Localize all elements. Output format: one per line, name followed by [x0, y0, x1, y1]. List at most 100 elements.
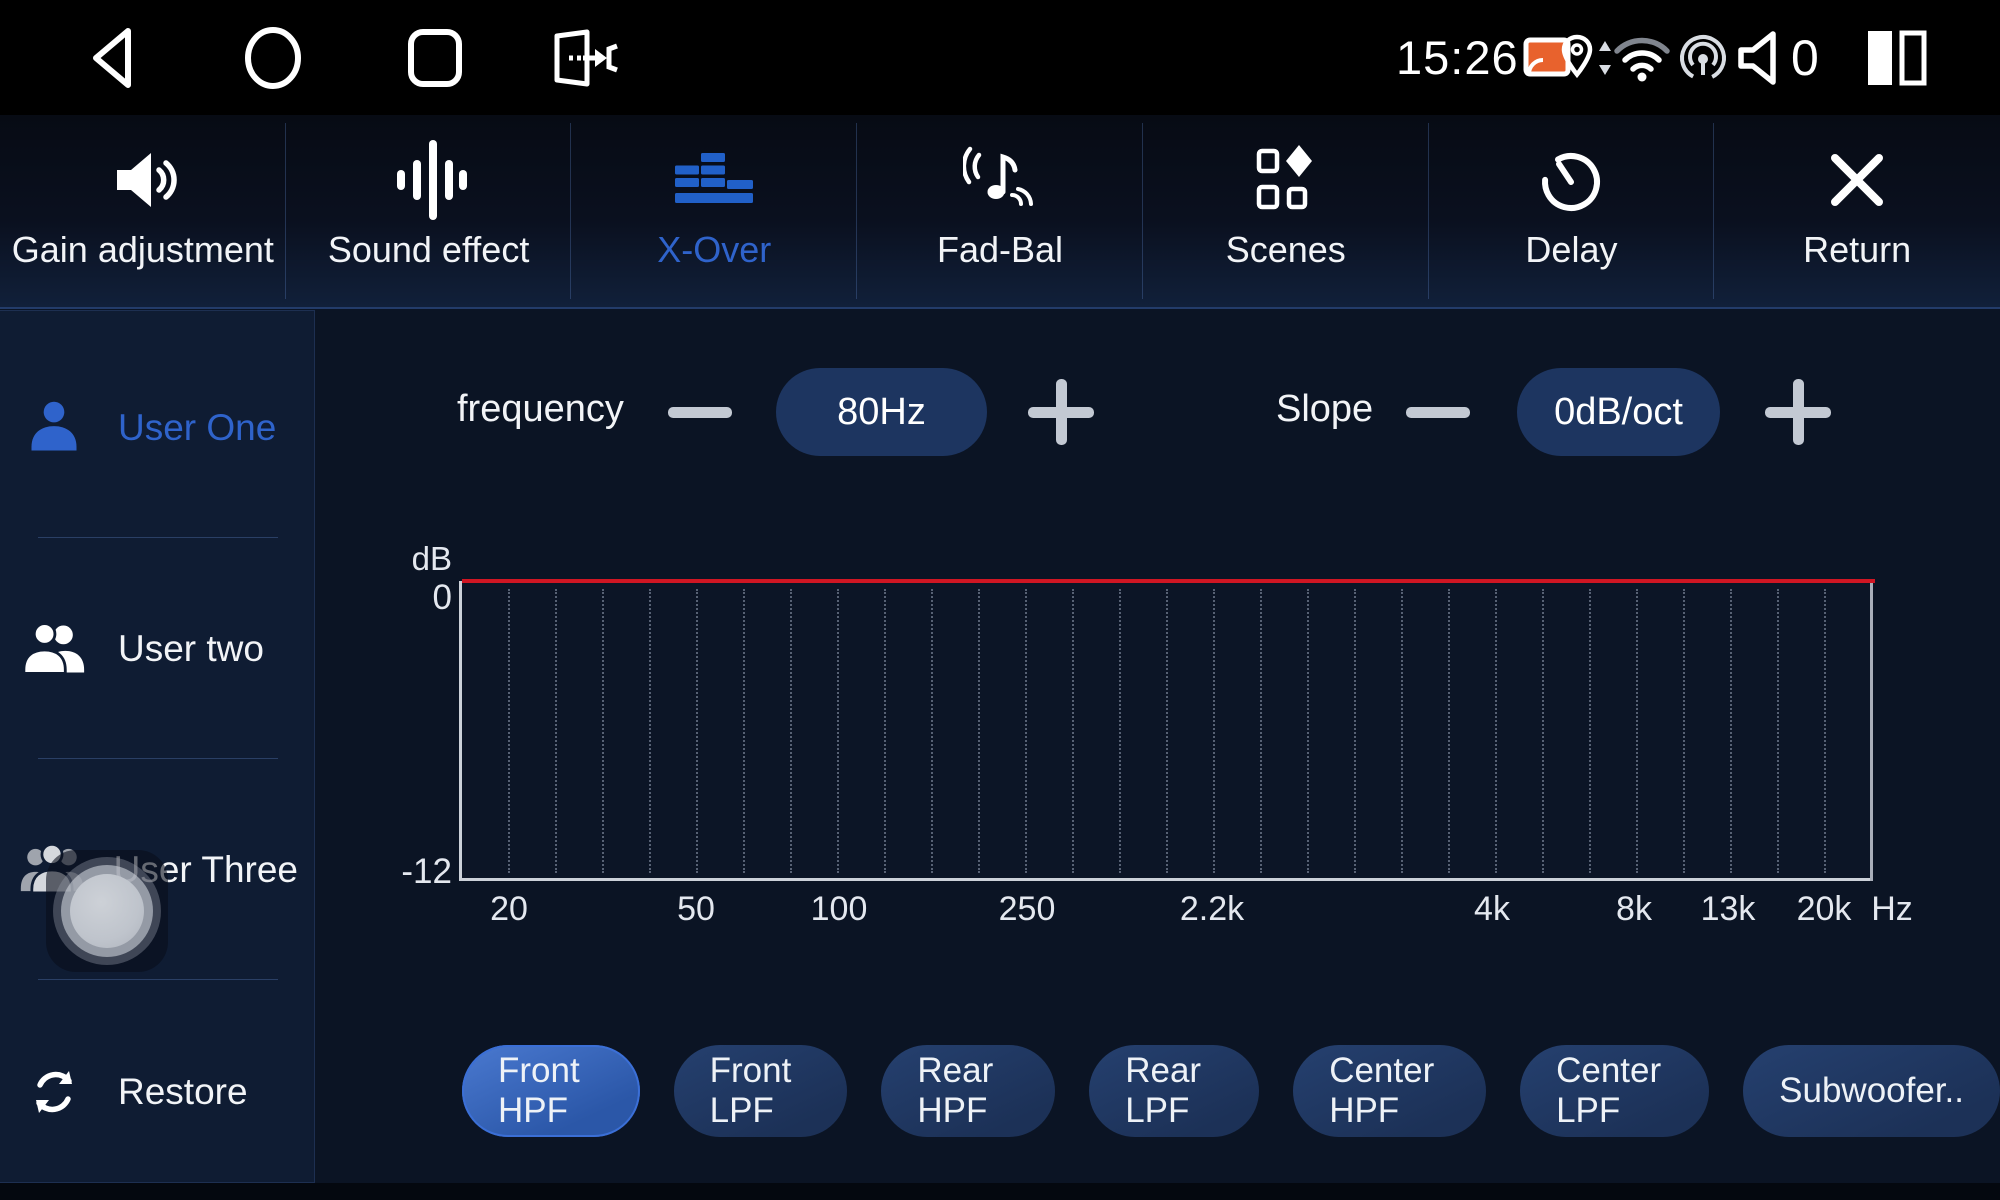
split-screen-icon — [1866, 0, 1930, 115]
equalizer-bars-icon — [673, 133, 755, 227]
user-sidebar: User One User two User Three — [0, 310, 315, 1183]
x-tick: 20 — [490, 890, 528, 928]
x-tick: 2.2k — [1179, 890, 1245, 928]
x-axis-unit: Hz — [1871, 890, 1913, 928]
y-axis-unit-label: dB — [411, 540, 452, 577]
gridline — [1213, 589, 1215, 873]
tab-label: Fad-Bal — [936, 229, 1064, 270]
plus-icon — [1765, 379, 1831, 445]
gridline — [1307, 589, 1309, 873]
sidebar-item-restore[interactable]: Restore — [18, 1032, 298, 1152]
frequency-increase-button[interactable] — [1028, 379, 1094, 445]
front-hpf-button[interactable]: Front HPF — [462, 1045, 640, 1137]
waveform-bars-icon — [391, 133, 467, 227]
rear-lpf-button[interactable]: Rear LPF — [1089, 1045, 1260, 1137]
frequency-decrease-button[interactable] — [668, 380, 732, 444]
gridline — [743, 589, 745, 873]
x-tick: 13k — [1700, 890, 1756, 928]
gridline — [1354, 589, 1356, 873]
sidebar-divider — [38, 537, 278, 538]
tab-label: Delay — [1525, 229, 1618, 270]
gridline — [1495, 589, 1497, 873]
tab-label: Sound effect — [327, 229, 530, 270]
gridline — [1730, 589, 1732, 873]
volume-icon — [1733, 0, 1789, 115]
minus-icon — [668, 406, 732, 418]
tab-label: Scenes — [1225, 229, 1346, 270]
slope-increase-button[interactable] — [1765, 379, 1831, 445]
updown-arrows-icon — [1597, 0, 1613, 115]
volume-level: 0 — [1791, 29, 1819, 86]
tab-delay[interactable]: Delay — [1429, 115, 1715, 307]
x-tick: 8k — [1616, 890, 1652, 928]
user-two-icon — [18, 620, 90, 678]
exit-app-icon[interactable] — [545, 0, 625, 115]
recents-icon[interactable] — [400, 0, 470, 115]
back-icon[interactable] — [78, 0, 148, 115]
restore-icon — [18, 1064, 90, 1120]
slope-decrease-button[interactable] — [1406, 380, 1470, 444]
sidebar-item-label: User two — [118, 628, 264, 669]
gridline — [1072, 589, 1074, 873]
gridline — [1683, 589, 1685, 873]
gridline — [1448, 589, 1450, 873]
gridline — [1636, 589, 1638, 873]
sidebar-item-user-two[interactable]: User two — [18, 589, 298, 709]
tab-bar: Gain adjustment Sound effect — [0, 115, 2000, 309]
gridline — [1777, 589, 1779, 873]
speaker-channel-row: Front HPF Front LPF Rear HPF Rear LPF Ce… — [462, 1045, 2000, 1137]
tab-sound-effect[interactable]: Sound effect — [286, 115, 572, 307]
plus-icon — [1028, 379, 1094, 445]
gridline — [837, 589, 839, 873]
subwoofer-button[interactable]: Subwoofer.. — [1743, 1045, 2000, 1137]
gridline — [696, 589, 698, 873]
tab-label: X-Over — [657, 229, 772, 270]
response-curve-0db — [462, 579, 1875, 583]
user-one-icon — [18, 398, 90, 458]
gridline — [602, 589, 604, 873]
wifi-icon — [1612, 0, 1672, 115]
x-tick: 50 — [677, 890, 715, 928]
status-bar: 15:26 — [0, 0, 2000, 115]
front-lpf-button[interactable]: Front LPF — [673, 1045, 848, 1137]
clock: 15:26 — [1396, 31, 1519, 84]
slope-label: Slope — [1276, 388, 1374, 430]
gridline — [1589, 589, 1591, 873]
gridline — [1824, 589, 1826, 873]
gridline — [884, 589, 886, 873]
y-axis-tick-0: 0 — [432, 578, 452, 617]
hotspot-icon — [1678, 0, 1728, 115]
center-hpf-button[interactable]: Center HPF — [1293, 1045, 1487, 1137]
speaker-waves-icon — [103, 133, 183, 227]
y-axis-tick-minus12: -12 — [401, 852, 452, 891]
sidebar-item-user-one[interactable]: User One — [18, 368, 298, 488]
minus-icon — [1406, 406, 1470, 418]
center-lpf-button[interactable]: Center LPF — [1520, 1045, 1710, 1137]
music-note-waves-icon — [963, 133, 1037, 227]
gridline — [1401, 589, 1403, 873]
rear-hpf-button[interactable]: Rear HPF — [881, 1045, 1056, 1137]
gridline — [790, 589, 792, 873]
x-tick: 4k — [1474, 890, 1510, 928]
gridline — [555, 589, 557, 873]
bottom-edge-strip — [0, 1183, 2000, 1200]
gridline — [931, 589, 933, 873]
tab-return[interactable]: Return — [1714, 115, 2000, 307]
frequency-label: frequency — [457, 388, 624, 430]
home-icon[interactable] — [238, 0, 308, 115]
gridline — [978, 589, 980, 873]
tab-scenes[interactable]: Scenes — [1143, 115, 1429, 307]
assistive-touch-button[interactable] — [46, 850, 168, 972]
tab-x-over[interactable]: X-Over — [571, 115, 857, 307]
x-axis-line — [459, 878, 1873, 881]
tab-fad-bal[interactable]: Fad-Bal — [857, 115, 1143, 307]
tab-label: Gain adjustment — [11, 229, 274, 270]
assistive-touch-core — [70, 874, 144, 948]
close-x-icon — [1825, 133, 1889, 227]
sidebar-divider — [38, 979, 278, 980]
tab-label: Return — [1803, 229, 1912, 270]
slope-value[interactable]: 0dB/oct — [1517, 368, 1720, 456]
frequency-value[interactable]: 80Hz — [776, 368, 987, 456]
chart-plot-area — [459, 579, 1875, 881]
tab-gain-adjustment[interactable]: Gain adjustment — [0, 115, 286, 307]
